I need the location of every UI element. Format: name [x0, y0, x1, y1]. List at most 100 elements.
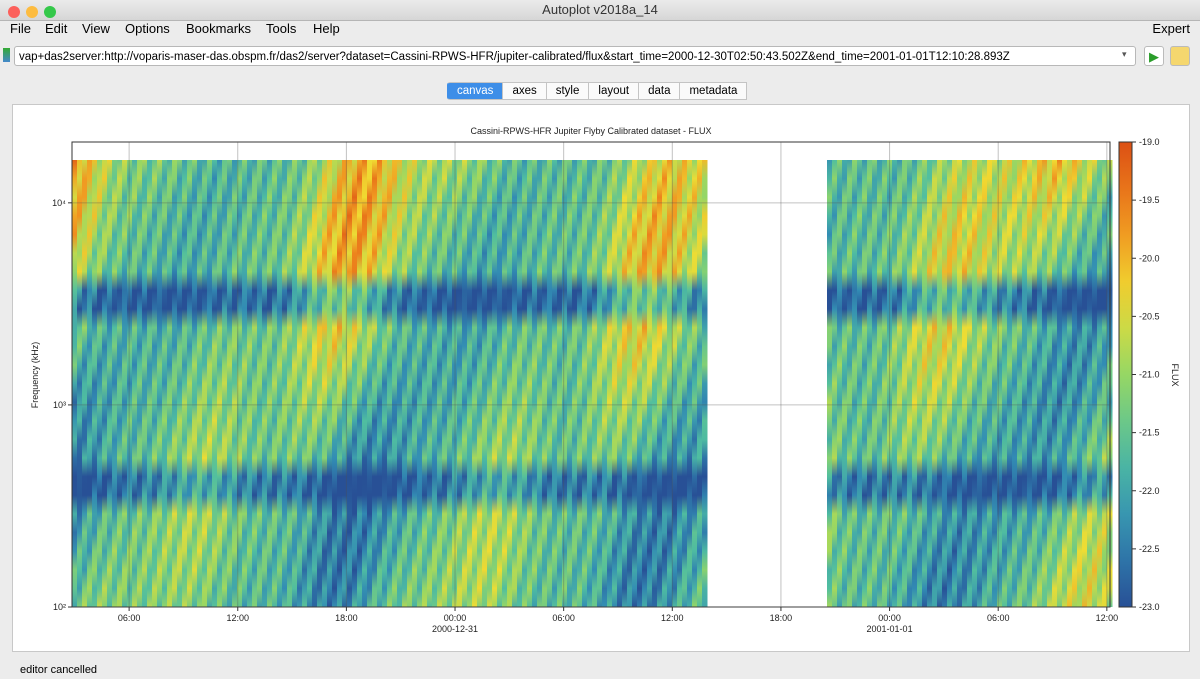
spectrogram-column	[652, 160, 658, 607]
menu-bar: Expert File Edit View Options Bookmarks Tools…	[0, 20, 1200, 40]
title-bar: Autoplot v2018a_14	[0, 0, 1200, 21]
spectrogram-column	[112, 160, 118, 607]
menu-item[interactable]: Help	[313, 21, 340, 36]
url-dropdown[interactable]: ▾	[1122, 49, 1127, 59]
spectrogram-column	[932, 160, 938, 607]
spectrogram-column	[677, 160, 683, 607]
spectrogram-column	[832, 160, 838, 607]
spectrogram-column	[467, 160, 473, 607]
zoom-button[interactable]	[44, 6, 56, 18]
spectrogram-column	[902, 160, 908, 607]
spectrogram-column	[987, 160, 993, 607]
spectrogram-column	[682, 160, 688, 607]
spectrogram-column	[862, 160, 868, 607]
tab[interactable]: canvas	[447, 82, 504, 100]
spectrogram-column	[522, 160, 528, 607]
spectrogram-column	[697, 160, 703, 607]
spectrogram-column	[422, 160, 428, 607]
spectrogram-column	[1012, 160, 1018, 607]
spectrogram-column	[512, 160, 518, 607]
spectrogram-column	[302, 160, 308, 607]
spectrogram-column	[372, 160, 378, 607]
spectrogram-column	[552, 160, 558, 607]
menu-item[interactable]: File	[10, 21, 31, 36]
spectrogram-column	[952, 160, 958, 607]
spectrogram-column	[887, 160, 893, 607]
spectrogram-column	[557, 160, 563, 607]
spectrogram-column	[107, 160, 113, 607]
spectrogram-column	[437, 160, 443, 607]
bookmark-button[interactable]	[1170, 46, 1190, 66]
menu-item[interactable]: Options	[125, 21, 170, 36]
menu-item[interactable]: View	[82, 21, 110, 36]
spectrogram-column	[102, 160, 108, 607]
spectrogram-column	[312, 160, 318, 607]
spectrogram-column	[617, 160, 623, 607]
spectrogram-column	[917, 160, 923, 607]
tab[interactable]: axes	[503, 82, 547, 100]
spectrogram-column	[237, 160, 243, 607]
spectrogram-column	[197, 160, 203, 607]
spectrogram-column	[182, 160, 188, 607]
tab[interactable]: data	[639, 82, 681, 100]
url-field[interactable]: vap+das2server:http://voparis-maser-das.…	[14, 46, 1136, 66]
minimize-button[interactable]	[26, 6, 38, 18]
spectrogram-column	[442, 160, 448, 607]
spectrogram-column	[967, 160, 973, 607]
spectrogram-column	[287, 160, 293, 607]
spectrogram-column	[667, 160, 673, 607]
spectrogram-column	[402, 160, 408, 607]
spectrogram-column	[212, 160, 218, 607]
spectrogram-column	[202, 160, 208, 607]
app-icon	[3, 48, 10, 62]
spectrogram-column	[407, 160, 413, 607]
spectrogram-column	[907, 160, 913, 607]
spectrogram-column	[1042, 160, 1048, 607]
spectrogram-column	[397, 160, 403, 607]
spectrogram-column	[127, 160, 133, 607]
spectrogram-column	[642, 160, 648, 607]
tab[interactable]: layout	[589, 82, 640, 100]
spectrogram-column	[492, 160, 498, 607]
spectrogram-column	[432, 160, 438, 607]
spectrogram-column	[1037, 160, 1043, 607]
spectrogram-column	[167, 160, 173, 607]
spectrogram-column	[172, 160, 178, 607]
spectrogram-column	[602, 160, 608, 607]
spectrogram-column	[417, 160, 423, 607]
spectrogram-column	[362, 160, 368, 607]
spectrogram-column	[962, 160, 968, 607]
spectrogram-column	[882, 160, 888, 607]
go-button[interactable]: ▶	[1144, 46, 1164, 66]
spectrogram-column	[427, 160, 433, 607]
spectrogram-column	[222, 160, 228, 607]
spectrogram-column	[72, 160, 78, 607]
spectrogram-column	[912, 160, 918, 607]
spectrogram-column	[542, 160, 548, 607]
spectrogram-column	[272, 160, 278, 607]
menu-item[interactable]: Edit	[45, 21, 68, 36]
spectrogram-column	[1032, 160, 1038, 607]
spectrogram-column	[997, 160, 1003, 607]
tab[interactable]: metadata	[680, 82, 748, 100]
spectrogram-column	[387, 160, 393, 607]
menu-item[interactable]: Bookmarks	[186, 21, 252, 36]
spectrogram-column	[657, 160, 663, 607]
close-button[interactable]	[8, 6, 20, 18]
spectrogram-column	[342, 160, 348, 607]
y-axis-label: Frequency (kHz)	[30, 342, 40, 409]
spectrogram-column	[377, 160, 383, 607]
mode-menu[interactable]: Expert	[1152, 21, 1190, 36]
spectrogram-column	[317, 160, 323, 607]
spectrogram-column	[672, 160, 678, 607]
spectrogram-column	[897, 160, 903, 607]
spectrogram-column	[942, 160, 948, 607]
menu-item[interactable]: Tools	[266, 21, 297, 36]
spectrogram-column	[352, 160, 358, 607]
spectrogram-column	[472, 160, 478, 607]
spectrogram-column	[692, 160, 698, 607]
spectrogram-column	[282, 160, 288, 607]
tab[interactable]: style	[546, 82, 590, 100]
spectrogram-column	[232, 160, 238, 607]
spectrogram-column	[137, 160, 143, 607]
